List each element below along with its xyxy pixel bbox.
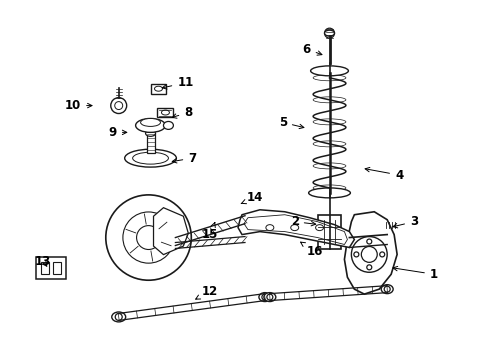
Text: 7: 7 <box>172 152 196 165</box>
Ellipse shape <box>124 149 176 167</box>
Text: 5: 5 <box>278 116 303 129</box>
Ellipse shape <box>161 110 169 115</box>
Ellipse shape <box>324 30 334 36</box>
FancyBboxPatch shape <box>157 108 173 117</box>
Circle shape <box>115 102 122 109</box>
Ellipse shape <box>141 118 160 126</box>
Polygon shape <box>153 208 188 255</box>
Text: 2: 2 <box>290 215 315 228</box>
Ellipse shape <box>290 225 298 231</box>
Circle shape <box>351 237 386 272</box>
FancyBboxPatch shape <box>150 84 166 94</box>
Ellipse shape <box>163 121 173 129</box>
FancyBboxPatch shape <box>364 221 386 229</box>
Ellipse shape <box>312 141 345 147</box>
Circle shape <box>379 252 384 257</box>
Ellipse shape <box>312 97 345 103</box>
Ellipse shape <box>312 163 345 169</box>
Ellipse shape <box>381 285 392 294</box>
Circle shape <box>105 195 191 280</box>
Text: 10: 10 <box>65 99 92 112</box>
Circle shape <box>111 98 126 113</box>
Ellipse shape <box>315 225 323 231</box>
Ellipse shape <box>264 293 275 302</box>
Ellipse shape <box>312 119 345 125</box>
Circle shape <box>122 212 174 263</box>
Ellipse shape <box>132 152 168 164</box>
Text: 9: 9 <box>108 126 126 139</box>
Text: 4: 4 <box>365 167 403 181</box>
Text: 11: 11 <box>162 76 193 89</box>
Text: 14: 14 <box>241 192 263 204</box>
Text: 12: 12 <box>195 285 218 299</box>
Circle shape <box>324 28 334 38</box>
Text: 15: 15 <box>202 222 218 241</box>
Polygon shape <box>344 212 396 294</box>
FancyBboxPatch shape <box>317 215 341 249</box>
Ellipse shape <box>308 188 350 198</box>
Ellipse shape <box>154 86 162 91</box>
Circle shape <box>353 252 358 257</box>
Ellipse shape <box>310 66 347 76</box>
Circle shape <box>366 239 371 244</box>
FancyBboxPatch shape <box>146 133 154 153</box>
FancyBboxPatch shape <box>36 257 66 279</box>
Text: 3: 3 <box>392 215 417 228</box>
FancyBboxPatch shape <box>356 220 364 230</box>
Ellipse shape <box>258 293 270 302</box>
Text: 6: 6 <box>302 42 321 55</box>
Text: 8: 8 <box>172 106 192 119</box>
Ellipse shape <box>135 118 165 132</box>
Circle shape <box>366 265 371 270</box>
Ellipse shape <box>145 130 155 136</box>
Ellipse shape <box>312 75 345 81</box>
Ellipse shape <box>112 312 125 322</box>
Text: 1: 1 <box>392 266 437 281</box>
Text: 13: 13 <box>35 255 51 268</box>
Polygon shape <box>238 210 354 247</box>
Ellipse shape <box>312 185 345 191</box>
Text: 16: 16 <box>300 242 322 258</box>
Ellipse shape <box>265 225 273 231</box>
Circle shape <box>136 226 160 249</box>
